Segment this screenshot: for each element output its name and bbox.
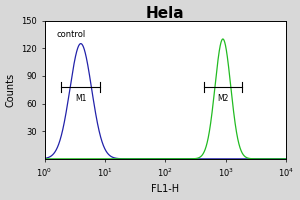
- Text: control: control: [57, 30, 86, 39]
- Text: M2: M2: [217, 94, 229, 103]
- X-axis label: FL1-H: FL1-H: [152, 184, 179, 194]
- Title: Hela: Hela: [146, 6, 185, 21]
- Text: M1: M1: [75, 94, 86, 103]
- Y-axis label: Counts: Counts: [6, 73, 16, 107]
